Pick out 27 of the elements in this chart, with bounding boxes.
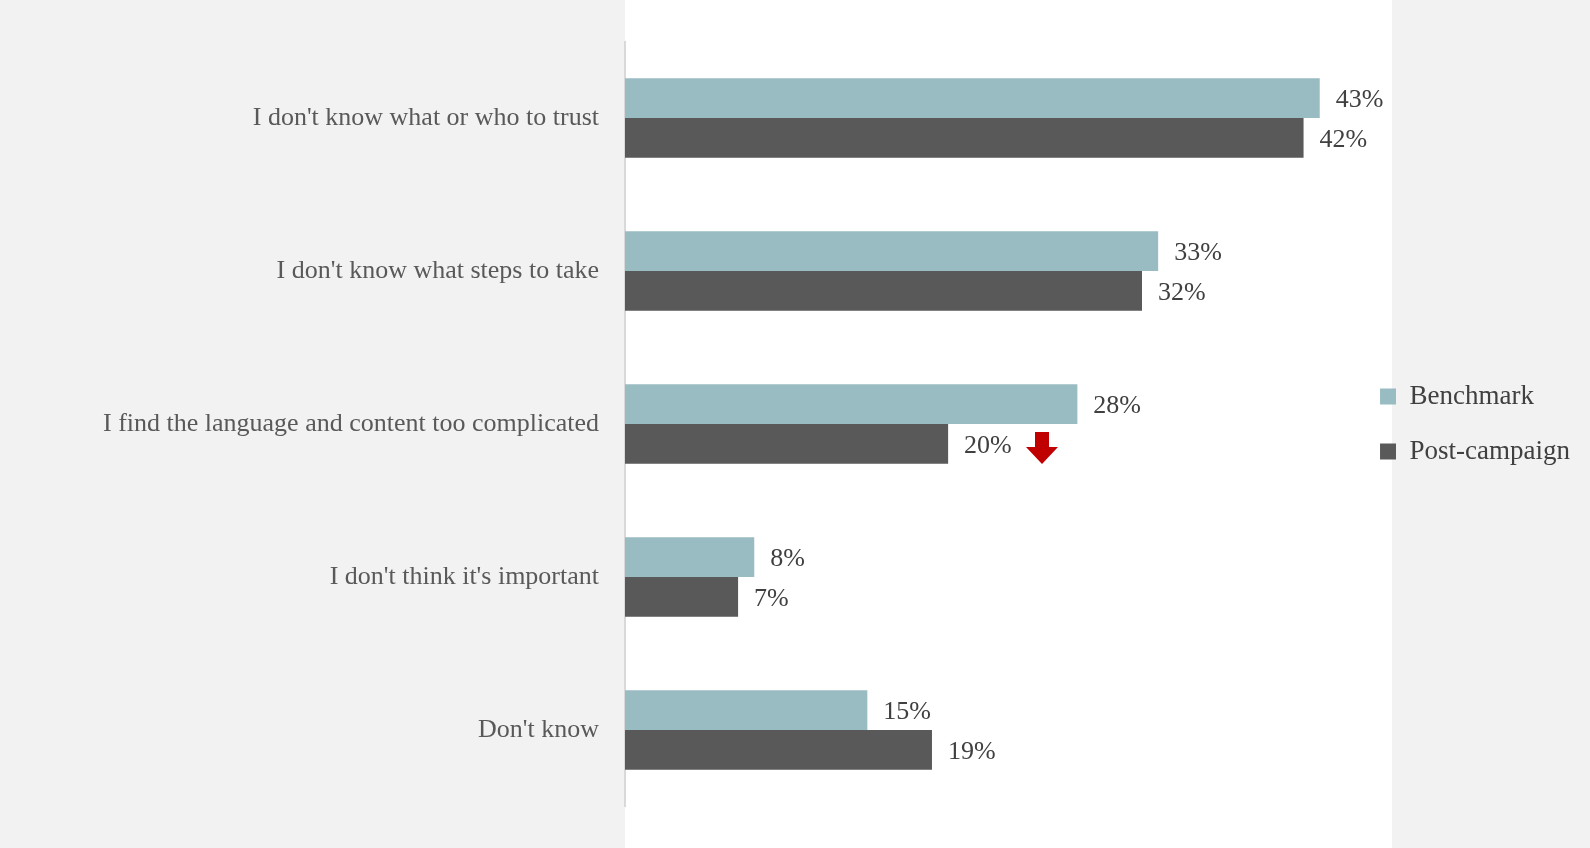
data-label: 7% (754, 582, 789, 612)
data-label: 15% (883, 695, 932, 725)
y-tick-label: I don't think it's important (329, 560, 600, 590)
data-label: 32% (1158, 276, 1206, 306)
bar (625, 690, 868, 730)
data-label: 43% (1335, 84, 1384, 114)
y-tick-label: I find the language and content too complicated (103, 407, 599, 437)
y-tick-label: I don't know what or who to trust (252, 101, 600, 131)
data-label: 20% (964, 429, 1012, 459)
legend-label: Benchmark (1409, 379, 1535, 410)
bar (625, 729, 932, 770)
data-label: 33% (1174, 236, 1222, 266)
bar (625, 271, 1142, 311)
y-tick-label: Don't know (478, 713, 600, 743)
bar (625, 537, 755, 577)
data-label: 42% (1319, 123, 1368, 153)
bar (625, 118, 1304, 158)
data-label: 19% (947, 735, 996, 765)
bar (625, 424, 949, 464)
y-tick-label: I don't know what steps to take (276, 254, 599, 284)
bar (625, 78, 1320, 119)
data-label: 8% (770, 542, 805, 572)
bar (625, 231, 1159, 272)
data-label: 28% (1093, 389, 1142, 419)
bar (625, 576, 739, 617)
legend-label: Post-campaign (1409, 434, 1571, 465)
bar (625, 384, 1078, 424)
